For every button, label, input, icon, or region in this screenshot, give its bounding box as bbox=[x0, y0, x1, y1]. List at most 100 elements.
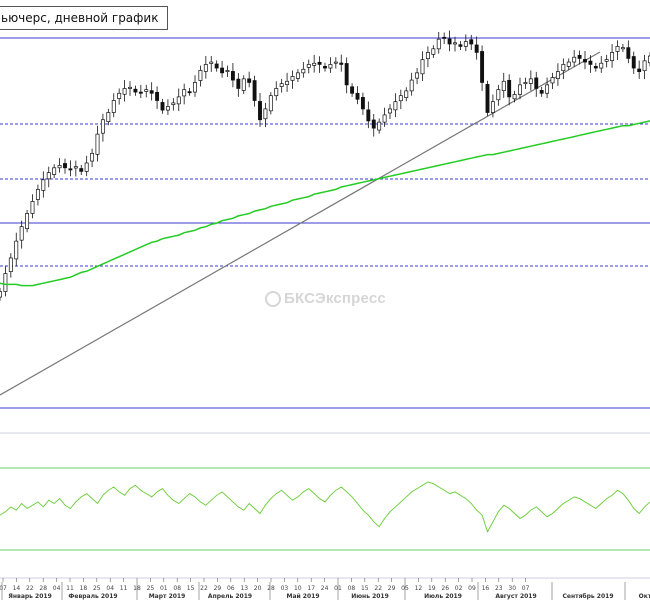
candle-body bbox=[420, 59, 425, 75]
candle-body bbox=[301, 68, 306, 74]
day-tick-label: 12 bbox=[415, 585, 423, 592]
candle-body bbox=[14, 240, 19, 260]
candle-body bbox=[333, 61, 338, 64]
candle-body bbox=[344, 63, 349, 86]
candle-body bbox=[171, 102, 176, 105]
day-tick-label: 13 bbox=[240, 585, 248, 592]
day-tick-label: 07 bbox=[0, 585, 7, 592]
candle-body bbox=[631, 56, 636, 69]
candle-body bbox=[550, 77, 555, 84]
candle-body bbox=[539, 90, 544, 94]
candle-body bbox=[46, 172, 51, 180]
candle-body bbox=[203, 64, 208, 72]
day-tick-label: 22 bbox=[200, 585, 208, 592]
candle-body bbox=[52, 167, 57, 175]
candle-body bbox=[225, 70, 230, 72]
candle-body bbox=[95, 133, 100, 155]
candle-body bbox=[279, 83, 284, 87]
day-tick-label: 17 bbox=[307, 585, 315, 592]
candle-body bbox=[626, 47, 631, 59]
candle-body bbox=[523, 82, 528, 85]
candle-body bbox=[610, 52, 615, 61]
month-label: Август 2019 bbox=[495, 593, 536, 600]
day-tick-label: 22 bbox=[26, 585, 34, 592]
candle-body bbox=[25, 213, 30, 229]
candle-body bbox=[453, 42, 457, 45]
candle-body bbox=[230, 71, 235, 81]
candle-body bbox=[442, 36, 447, 39]
candle-body bbox=[642, 60, 647, 72]
candle-body bbox=[382, 114, 387, 123]
candle-body bbox=[285, 80, 290, 85]
candle-body bbox=[165, 106, 170, 111]
candle-body bbox=[490, 101, 495, 113]
day-tick-label: 02 bbox=[455, 585, 463, 592]
candle-body bbox=[68, 168, 73, 171]
candle-body bbox=[247, 78, 252, 83]
candle-body bbox=[182, 89, 187, 97]
day-tick-label: 15 bbox=[361, 585, 369, 592]
candle-body bbox=[458, 44, 463, 47]
day-tick-label: 23 bbox=[495, 585, 503, 592]
candle-body bbox=[193, 82, 197, 93]
candle-body bbox=[79, 168, 84, 172]
day-tick-label: 29 bbox=[214, 585, 222, 592]
candle-body bbox=[512, 94, 517, 100]
bcs-logo-icon bbox=[265, 291, 281, 307]
day-tick-label: 24 bbox=[321, 585, 329, 592]
candle-body bbox=[111, 100, 116, 113]
day-tick-label: 03 bbox=[281, 585, 289, 592]
candle-body bbox=[149, 90, 154, 94]
candle-body bbox=[398, 95, 403, 102]
candle-body bbox=[534, 77, 539, 89]
candle-body bbox=[328, 64, 333, 69]
candle-body bbox=[355, 92, 360, 100]
candle-body bbox=[474, 44, 479, 53]
candle-body bbox=[415, 72, 420, 79]
candle-body bbox=[496, 89, 501, 101]
candle-body bbox=[593, 66, 598, 69]
candle-body bbox=[463, 41, 468, 47]
candle-body bbox=[263, 108, 268, 120]
candle-body bbox=[268, 95, 273, 112]
candle-body bbox=[241, 78, 246, 91]
day-tick-label: 11 bbox=[66, 585, 74, 592]
candle-body bbox=[122, 88, 127, 95]
candle-body bbox=[144, 89, 149, 92]
candle-body bbox=[393, 101, 398, 111]
candle-body bbox=[252, 80, 257, 101]
day-tick-label: 18 bbox=[80, 585, 88, 592]
candle-body bbox=[84, 162, 89, 172]
day-tick-label: 15 bbox=[187, 585, 195, 592]
candle-body bbox=[187, 91, 192, 94]
candle-body bbox=[436, 38, 441, 50]
day-tick-label: 08 bbox=[348, 585, 356, 592]
candle-body bbox=[469, 39, 474, 45]
candle-body bbox=[588, 60, 593, 65]
candle-body bbox=[485, 84, 490, 113]
candle-body bbox=[209, 61, 214, 64]
watermark: БКСЭкспресс bbox=[265, 290, 386, 307]
month-label: Май 2019 bbox=[286, 593, 319, 600]
candle-body bbox=[90, 153, 95, 162]
chart-title: ьючерс, дневной график bbox=[0, 6, 169, 30]
candle-body bbox=[388, 108, 392, 114]
candle-body bbox=[371, 119, 376, 129]
candle-body bbox=[501, 80, 506, 91]
candle-body bbox=[198, 70, 203, 81]
indicator-line bbox=[0, 481, 650, 533]
month-label: Июнь 2019 bbox=[351, 593, 389, 600]
candle-body bbox=[518, 84, 522, 95]
candle-body bbox=[545, 84, 550, 94]
day-tick-label: 29 bbox=[388, 585, 396, 592]
candle-body bbox=[274, 88, 279, 97]
candle-body bbox=[599, 62, 604, 69]
candle-body bbox=[138, 91, 143, 94]
day-tick-label: 09 bbox=[468, 585, 476, 592]
day-tick-label: 28 bbox=[39, 585, 47, 592]
candle-body bbox=[133, 88, 138, 93]
candle-body bbox=[73, 166, 78, 169]
day-tick-label: 30 bbox=[508, 585, 516, 592]
